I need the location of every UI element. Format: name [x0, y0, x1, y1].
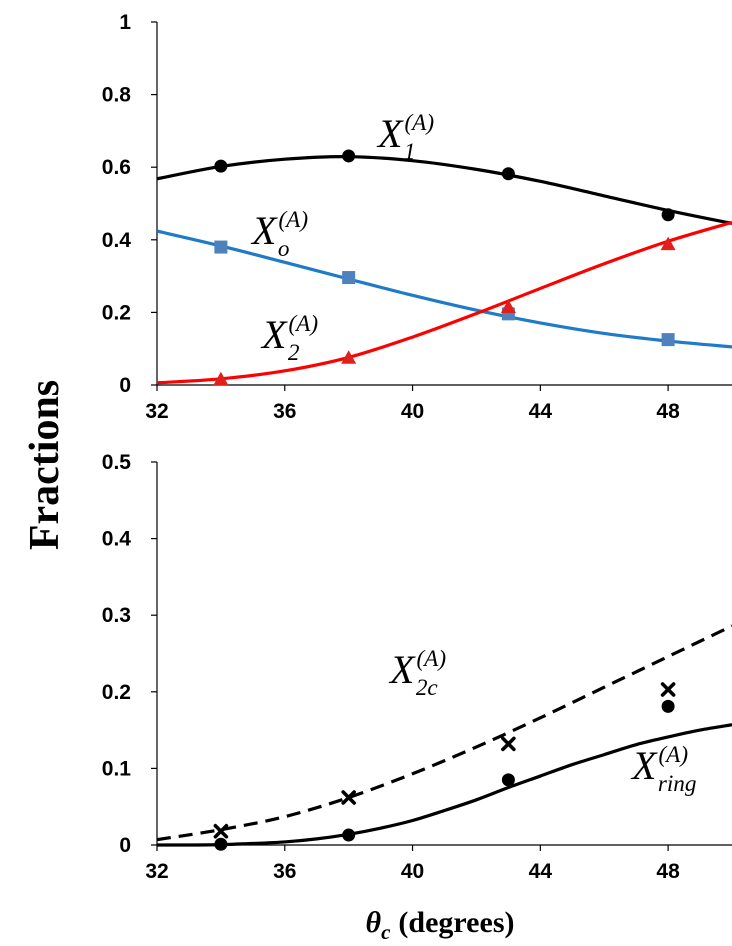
series-label-sub: ring	[658, 771, 697, 797]
bottom-y-tick-label: 0.3	[102, 604, 131, 627]
x-axis-label: θc (degrees)	[366, 906, 515, 944]
series-label-sup: (A)	[404, 110, 434, 136]
data-point-X2	[660, 236, 676, 251]
top-y-tick-label: 0.4	[102, 229, 132, 252]
series-Xo	[157, 229, 732, 349]
series-line-Xring	[157, 723, 732, 847]
top-x-tick-label: 32	[145, 400, 168, 423]
bottom-y-tick-label: 0	[119, 834, 131, 857]
top-x-tick-label: 48	[656, 400, 680, 423]
data-point-X2	[213, 371, 229, 386]
x-axis-label-subscript: c	[381, 920, 391, 944]
series-label-sub: o	[278, 236, 290, 262]
svg-text:θc(degrees): θc (degrees)	[366, 906, 515, 944]
series-label-base: X	[260, 312, 288, 357]
top-y-tick-label: 0.8	[102, 84, 132, 107]
data-point-X1	[342, 149, 356, 163]
series-label-Xring: X(A) ring	[630, 742, 696, 797]
series-label-base: X	[376, 111, 404, 156]
data-point-X2	[341, 350, 357, 364]
data-point-X2c	[341, 790, 356, 805]
data-point-Xring	[342, 828, 356, 842]
series-label-sup: (A)	[278, 207, 308, 233]
top-x-tick-label: 36	[273, 400, 296, 423]
bottom-y-tick-label: 0.4	[102, 528, 132, 551]
y-axis-label: Fractions	[22, 380, 68, 550]
bottom-x-tick-label: 48	[656, 860, 680, 883]
bottom-x-tick-label: 44	[529, 860, 553, 883]
series-line-X2	[157, 220, 732, 385]
x-axis-label-symbol: θ	[366, 906, 382, 939]
series-label-base: X	[250, 208, 278, 253]
data-point-Xo	[214, 240, 228, 254]
top-x-tick-label: 40	[401, 400, 424, 423]
bottom-x-tick-label: 32	[145, 860, 168, 883]
bottom-y-tick-label: 0.5	[102, 451, 132, 474]
top-y-tick-label: 0.6	[102, 156, 131, 179]
data-point-Xo	[661, 333, 675, 347]
data-point-X2c	[660, 682, 676, 697]
series-X1	[157, 155, 732, 226]
series-label-sub: 2	[288, 340, 300, 366]
series-line-X2c	[157, 624, 732, 842]
series-line-Xo	[157, 229, 732, 349]
bottom-y-tick-label: 0.1	[102, 757, 132, 780]
data-point-X2	[500, 299, 516, 313]
data-point-Xring	[501, 773, 515, 787]
data-point-Xring	[661, 699, 675, 713]
data-point-X2c	[501, 736, 516, 752]
series-label-sub: 1	[404, 139, 416, 165]
series-label-sup: (A)	[416, 646, 446, 672]
data-point-X1	[214, 159, 228, 173]
series-label-sup: (A)	[658, 742, 688, 768]
series-label-base: X	[388, 647, 416, 692]
top-y-tick-label: 0	[119, 374, 131, 397]
data-point-X1	[661, 208, 675, 222]
data-point-X1	[501, 167, 515, 181]
top-y-tick-label: 1	[119, 11, 131, 34]
series-label-sup: (A)	[288, 311, 318, 337]
bottom-x-tick-label: 36	[273, 860, 296, 883]
top-x-tick-label: 44	[529, 400, 553, 423]
bottom-x-tick-label: 40	[401, 860, 424, 883]
series-Xring	[157, 723, 732, 847]
data-point-Xring	[214, 837, 228, 851]
data-point-X2c	[213, 823, 229, 839]
series-label-X1: X(A) 1	[376, 110, 434, 165]
series-X2	[157, 220, 732, 385]
data-point-Xo	[342, 271, 356, 285]
series-label-X2c: X(A) 2c	[388, 646, 446, 701]
series-line-X1	[157, 155, 732, 226]
series-X2c	[157, 624, 732, 842]
series-label-sub: 2c	[416, 675, 439, 701]
x-axis-label-unit: (degrees)	[398, 906, 514, 939]
series-label-Xo: X(A) o	[250, 207, 308, 262]
bottom-panel: 00.10.20.30.40.532 36 40 44 48X(A) 2cX(A) ring	[102, 451, 732, 883]
series-label-X2: X(A) 2	[260, 311, 318, 366]
top-y-tick-label: 0.2	[102, 301, 131, 324]
bottom-y-tick-label: 0.2	[102, 681, 131, 704]
series-label-base: X	[630, 743, 658, 788]
